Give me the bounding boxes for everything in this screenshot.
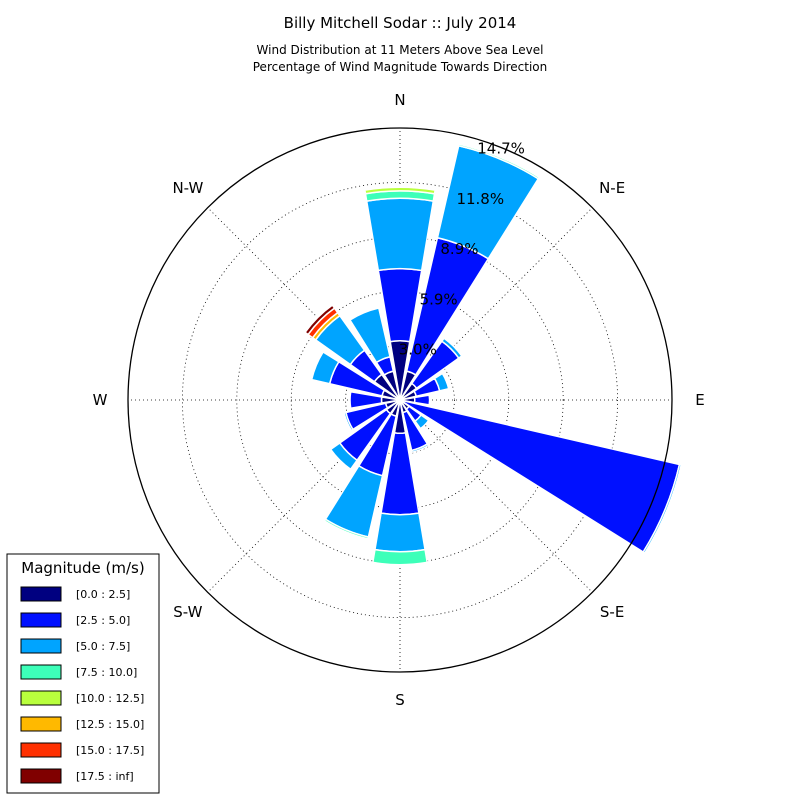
- wind-bar-segment: [458, 142, 541, 179]
- ring-label: 11.8%: [456, 190, 504, 208]
- wind-bar-segment: [371, 548, 429, 566]
- legend-label: [15.0 : 17.5]: [76, 744, 144, 757]
- legend-label: [0.0 : 2.5]: [76, 588, 130, 601]
- legend-label: [5.0 : 7.5]: [76, 640, 130, 653]
- legend-swatch: [20, 690, 62, 706]
- ring-label: 8.9%: [440, 240, 478, 258]
- legend: Magnitude (m/s) [0.0 : 2.5] [2.5 : 5.0] [5…: [6, 553, 160, 794]
- legend-label: [2.5 : 5.0]: [76, 614, 130, 627]
- wind-bar-segment: [310, 350, 340, 385]
- wind-bar-segment: [329, 441, 359, 471]
- legend-label: [10.0 : 12.5]: [76, 692, 144, 705]
- legend-title: Magnitude (m/s): [21, 559, 144, 577]
- legend-label: [7.5 : 10.0]: [76, 666, 137, 679]
- legend-swatch: [20, 742, 62, 758]
- chart-subtitle-line-2: Percentage of Wind Magnitude Towards Dir…: [253, 60, 547, 74]
- grid-spoke: [207, 207, 401, 401]
- legend-swatch: [20, 612, 62, 628]
- wind-bar-segment: [323, 518, 370, 540]
- grid-ring: [345, 345, 455, 455]
- chart-subtitle-line-1: Wind Distribution at 11 Meters Above Sea…: [257, 43, 544, 57]
- ring-label: 3.0%: [399, 341, 437, 359]
- direction-label: S-W: [173, 603, 202, 621]
- wind-bar-segment: [304, 304, 336, 336]
- legend-label: [12.5 : 15.0]: [76, 718, 144, 731]
- plot-boundary: [127, 127, 673, 673]
- wind-bar-segment: [348, 307, 391, 364]
- grid-spoke: [399, 207, 593, 401]
- legend-swatch: [20, 586, 62, 602]
- wind-bar-segment: [399, 399, 681, 554]
- legend-label: [17.5 : inf]: [76, 770, 134, 783]
- wind-bar-segment: [433, 372, 450, 392]
- legend-swatch: [20, 664, 62, 680]
- legend-swatch: [20, 768, 62, 784]
- ring-label: 5.9%: [420, 290, 458, 308]
- wind-bar-segment: [440, 337, 463, 360]
- legend-swatch: [20, 638, 62, 654]
- ring-label: 14.7%: [477, 140, 525, 158]
- wind-bar-segment: [413, 413, 430, 430]
- direction-label: S: [395, 691, 405, 709]
- direction-label: N-E: [599, 179, 625, 197]
- wind-bar-segment: [413, 394, 431, 406]
- wind-bar-segment: [377, 267, 423, 343]
- direction-labels: N N-E E S-E S S-W W N-W: [93, 91, 705, 709]
- wind-bar-segment: [349, 390, 383, 410]
- direction-label: S-E: [600, 603, 624, 621]
- direction-label: N: [394, 91, 405, 109]
- ring-labels: 3.0% 5.9% 8.9% 11.8% 14.7%: [399, 140, 525, 359]
- grid-spoke: [399, 399, 593, 593]
- direction-label: N-W: [172, 179, 203, 197]
- direction-label: E: [695, 391, 704, 409]
- wind-bar-segment: [364, 186, 436, 195]
- wind-bar-segment: [374, 512, 426, 553]
- legend-swatch: [20, 716, 62, 732]
- wind-bar-segment: [642, 463, 683, 554]
- wind-bar-segment: [365, 197, 435, 272]
- wind-bar-segment: [410, 442, 430, 454]
- wind-bars: [304, 142, 683, 566]
- direction-label: W: [93, 391, 108, 409]
- chart-title: Billy Mitchell Sodar :: July 2014: [284, 14, 517, 32]
- grid-ring: [181, 181, 619, 619]
- grid-spoke: [207, 399, 401, 593]
- wind-bar-segment: [343, 411, 354, 432]
